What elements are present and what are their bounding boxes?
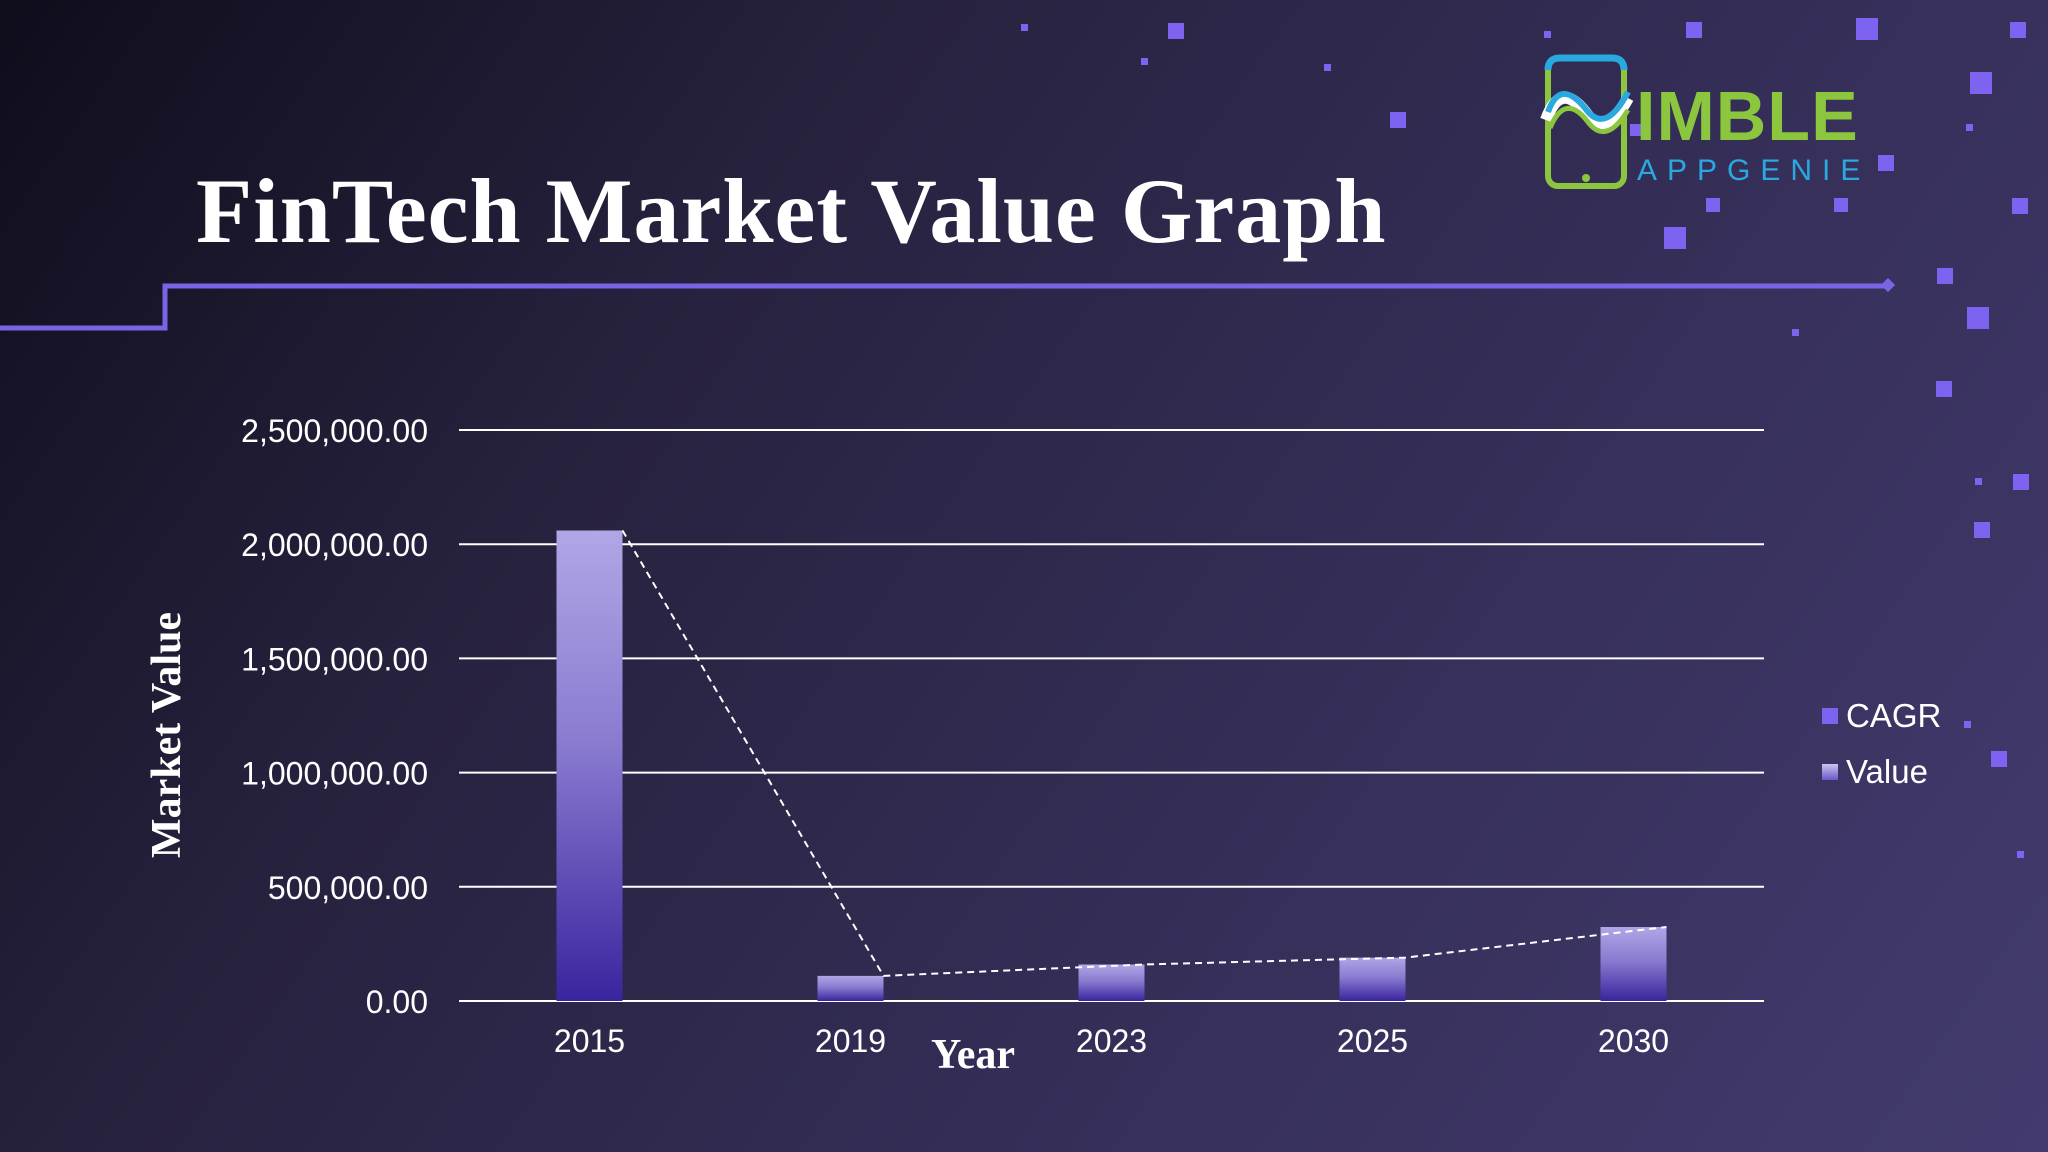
legend-label-value: Value: [1846, 753, 1928, 790]
y-tick-label: 2,500,000.00: [241, 413, 428, 449]
bar-2019: [817, 975, 884, 1001]
x-tick-label: 2023: [1076, 1023, 1147, 1059]
y-tick-label: 2,000,000.00: [241, 527, 428, 563]
legend-swatch-value: [1822, 764, 1838, 780]
legend-item-value: Value: [1822, 744, 1941, 800]
title-underline-end: [1880, 277, 1896, 293]
logo-subtitle: APPGENIE: [1637, 154, 1871, 187]
decorative-squares: [1021, 18, 2029, 858]
logo-phone-icon: [1540, 54, 1634, 189]
page-title: FinTech Market Value Graph: [196, 160, 1387, 262]
bar-2015: [556, 530, 623, 1001]
y-tick-label: 1,000,000.00: [241, 756, 428, 792]
nimble-appgenie-logo: IMBLE APPGENIE: [1540, 52, 1880, 202]
x-tick-label: 2019: [815, 1023, 886, 1059]
legend-label-cagr: CAGR: [1846, 697, 1942, 734]
x-tick-label: 2015: [554, 1023, 625, 1059]
bar-2025: [1339, 957, 1406, 1001]
y-axis-label: Market Value: [144, 612, 190, 858]
chart-legend: CAGR Value: [1822, 688, 1941, 800]
bar-2030: [1600, 926, 1667, 1001]
x-tick-label: 2030: [1598, 1023, 1669, 1059]
x-axis-label: Year: [931, 1032, 1015, 1078]
y-tick-label: 500,000.00: [268, 870, 428, 906]
y-tick-label: 0.00: [366, 984, 428, 1020]
y-tick-label: 1,500,000.00: [241, 641, 428, 677]
x-tick-label: 2025: [1337, 1023, 1408, 1059]
title-underline: [0, 283, 1885, 331]
legend-item-cagr: CAGR: [1822, 688, 1941, 744]
trend-line: [621, 529, 1667, 977]
logo-wordmark: IMBLE: [1636, 77, 1859, 155]
legend-swatch-cagr: [1822, 708, 1838, 724]
bar-2023: [1078, 964, 1145, 1001]
